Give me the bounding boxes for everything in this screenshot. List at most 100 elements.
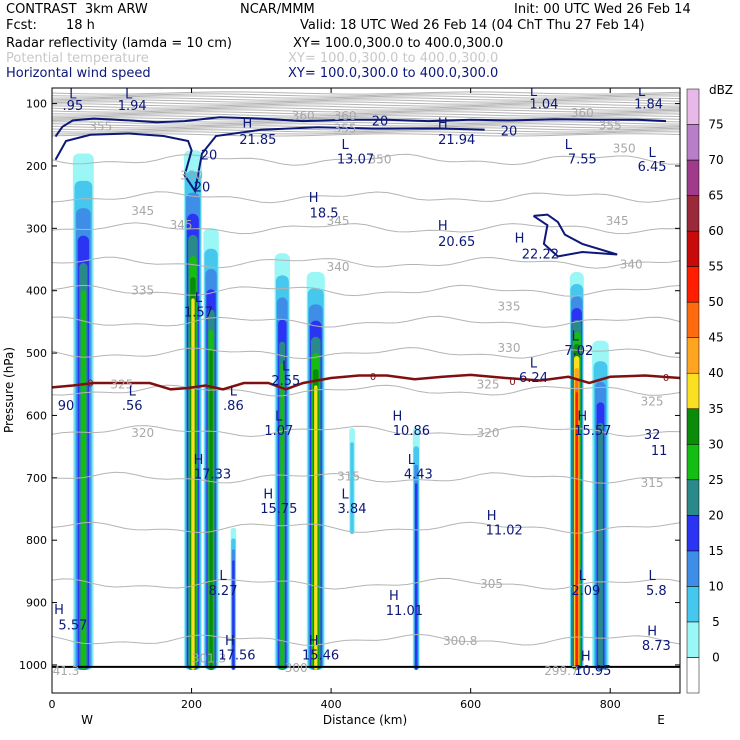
theta-contour-label: 350 bbox=[369, 153, 392, 167]
wind-speed-label: H bbox=[393, 409, 403, 424]
wind-speed-label: L bbox=[219, 569, 227, 584]
wind-speed-label: H bbox=[194, 453, 204, 468]
plot-border bbox=[51, 87, 681, 694]
wind-speed-label: 1.84 bbox=[634, 98, 663, 113]
y-tick-label: 500 bbox=[26, 347, 47, 360]
colorbar-swatch bbox=[686, 515, 700, 552]
theta-contour-label: 299.7 bbox=[544, 664, 578, 678]
wind-speed-label: H bbox=[389, 589, 399, 604]
wind-speed-label: 5.57 bbox=[58, 618, 87, 633]
isentrope-line bbox=[52, 191, 680, 204]
theta-contour-label: 325 bbox=[477, 377, 500, 391]
y-tick-label: 400 bbox=[26, 285, 47, 298]
wind-contour-20 bbox=[54, 126, 485, 194]
wind-speed-label: L bbox=[579, 569, 587, 584]
stratosphere-isentrope bbox=[52, 131, 680, 135]
theta-contour-label: 345 bbox=[606, 214, 629, 228]
colorbar-swatch bbox=[686, 301, 700, 338]
colorbar-level-label: 65 bbox=[708, 189, 723, 203]
theta-contour-label: 360 bbox=[292, 109, 315, 123]
theta-contour-label: 305 bbox=[480, 577, 503, 591]
wind-speed-label: 4.43 bbox=[404, 468, 433, 483]
wind-speed-label: 11 bbox=[651, 444, 668, 459]
x-tick-label: 800 bbox=[600, 698, 621, 711]
colorbar-swatch bbox=[686, 266, 700, 303]
colorbar-swatch bbox=[686, 408, 700, 445]
stratosphere-isentrope bbox=[52, 101, 680, 105]
theta-contour-label: 335 bbox=[498, 299, 521, 313]
colorbar-swatch bbox=[686, 372, 700, 409]
y-tick-label: 800 bbox=[26, 534, 47, 547]
isentrope-line bbox=[52, 521, 680, 534]
theta-contour-label: 330 bbox=[498, 341, 521, 355]
colorbar-level-label: 70 bbox=[708, 153, 723, 167]
y-tick-label: 1000 bbox=[19, 659, 47, 672]
wind-speed-label: L bbox=[530, 356, 538, 371]
reflectivity-cell-band bbox=[80, 290, 86, 670]
stratosphere-isentrope bbox=[52, 121, 680, 125]
isentrope-line bbox=[52, 222, 680, 235]
colorbar-swatch bbox=[686, 159, 700, 196]
wind-speed-label: 20.65 bbox=[438, 235, 475, 250]
x-tick-label: 600 bbox=[460, 698, 481, 711]
theta-contour-label: 355 bbox=[599, 118, 622, 132]
colorbar-level-label: 0 bbox=[712, 651, 720, 665]
field-wind: Horizontal wind speed bbox=[6, 66, 151, 81]
isentrope-line bbox=[52, 315, 680, 328]
wind-speed-label: 20 bbox=[372, 114, 389, 129]
wind-speed-label: L bbox=[341, 487, 349, 502]
wind-speed-label: 5.8 bbox=[646, 584, 667, 599]
colorbar-swatch bbox=[686, 586, 700, 623]
wind-speed-label: 8.73 bbox=[642, 639, 671, 654]
stratosphere-isentrope bbox=[52, 107, 680, 111]
fcst-value: 18 h bbox=[66, 18, 95, 33]
wind-speed-label: H bbox=[487, 509, 497, 524]
colorbar-swatch bbox=[686, 621, 700, 658]
stratosphere-isentrope bbox=[52, 113, 680, 117]
x-tick-label: 400 bbox=[321, 698, 342, 711]
stratosphere-isentrope bbox=[52, 123, 680, 127]
colorbar-level-label: 75 bbox=[708, 118, 723, 132]
wind-speed-label: .86 bbox=[223, 399, 244, 414]
wind-speed-label: 7.02 bbox=[564, 344, 593, 359]
theta-contour-label: 320 bbox=[477, 426, 500, 440]
stratosphere-isentrope bbox=[52, 99, 680, 103]
wind-speed-label: H bbox=[515, 232, 525, 247]
stratosphere-isentrope bbox=[52, 91, 680, 95]
reflectivity-cell-band bbox=[350, 442, 354, 534]
field-theta-xy: XY= 100.0,300.0 to 400.0,300.0 bbox=[288, 51, 499, 66]
wind-speed-label: 15.46 bbox=[302, 648, 339, 663]
theta-contour-label: 350 bbox=[613, 142, 636, 156]
stratosphere-isentrope bbox=[52, 103, 680, 107]
colorbar-level-label: 35 bbox=[708, 402, 723, 416]
wind-speed-label: H bbox=[438, 116, 448, 131]
wind-contour-20 bbox=[532, 213, 618, 258]
wind-speed-label: 1.04 bbox=[529, 98, 558, 113]
reflectivity-cell-band bbox=[415, 483, 418, 670]
field-reflectivity: Radar reflectivity (lamda = 10 cm) bbox=[6, 36, 232, 51]
isentrope-line bbox=[52, 256, 680, 269]
colorbar-swatch bbox=[686, 657, 700, 694]
wind-speed-label: .56 bbox=[122, 399, 143, 414]
x-end-label-east: E bbox=[657, 713, 665, 727]
wind-speed-label: 2.09 bbox=[571, 584, 600, 599]
wind-speed-label: L bbox=[565, 138, 573, 153]
wind-speed-label: 32 bbox=[644, 428, 661, 443]
freezing-level-line bbox=[52, 373, 680, 391]
wind-speed-label: 11.01 bbox=[386, 604, 423, 619]
freezing-level-label: 0 bbox=[87, 378, 93, 389]
colorbar-level-label: 10 bbox=[708, 579, 723, 593]
theta-contour-label: 345 bbox=[327, 214, 350, 228]
theta-contour-label: 360 bbox=[571, 106, 594, 120]
init-time: Init: 00 UTC Wed 26 Feb 14 bbox=[514, 2, 691, 17]
x-end-label-west: W bbox=[81, 713, 93, 727]
wind-speed-label: L bbox=[195, 291, 203, 306]
wind-speed-label: H bbox=[577, 409, 587, 424]
theta-contour-label: 320 bbox=[131, 426, 154, 440]
wind-speed-label: H bbox=[225, 634, 235, 649]
theta-contour-label: 41.3 bbox=[53, 664, 80, 678]
colorbar-swatch bbox=[686, 444, 700, 481]
reflectivity-cell-band bbox=[314, 385, 318, 670]
stratosphere-isentrope bbox=[52, 109, 680, 113]
